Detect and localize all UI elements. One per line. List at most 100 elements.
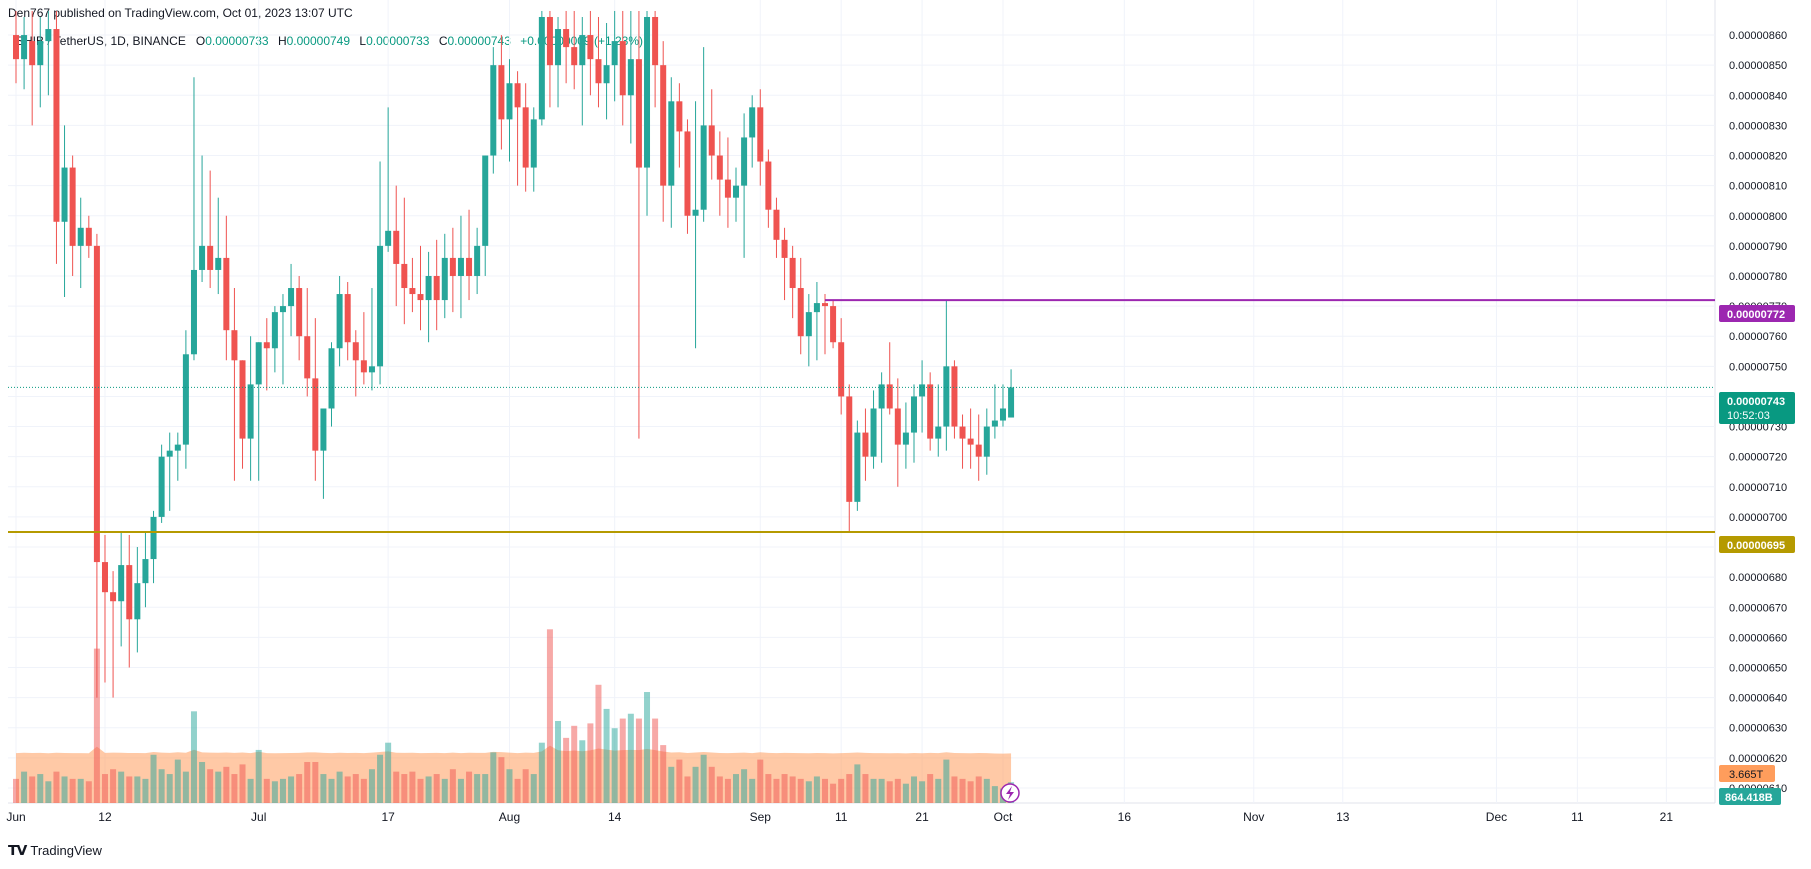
volume-bar [288, 776, 295, 803]
candle-body [587, 35, 594, 60]
volume-bar [368, 769, 375, 803]
volume-bar [830, 783, 837, 803]
volume-bar [919, 781, 926, 803]
date-tick-label: Nov [1243, 810, 1264, 824]
volume-bar [498, 757, 505, 803]
date-tick-label: Jun [6, 810, 25, 824]
candle [61, 125, 68, 298]
high-label: H [277, 34, 287, 48]
volume-bar [571, 725, 578, 803]
volume-bar [271, 781, 278, 803]
candle-body [474, 245, 481, 276]
tradingview-logo-icon: 𝗧𝗩 [8, 842, 27, 858]
candle [352, 330, 359, 397]
volume-ma-area [16, 745, 1012, 803]
candle [312, 318, 319, 481]
time-axis[interactable]: Jun 12 Jul 17 Aug 14 Sep 11 21 Oct 16 Nov 13 Dec 11 21 [6, 810, 1673, 824]
candle [797, 257, 804, 355]
publisher-line: Den767 published on TradingView.com, Oct… [8, 6, 353, 20]
date-tick-label: 21 [1660, 810, 1674, 824]
candle-body [781, 239, 788, 258]
candle [676, 83, 683, 168]
volume-bar [304, 761, 311, 803]
candle-body [813, 303, 820, 313]
candle-body [692, 209, 699, 216]
candle-body [118, 565, 125, 602]
candle-body [579, 35, 586, 66]
candle [700, 47, 707, 222]
volume-bar [85, 781, 92, 803]
candle [304, 288, 311, 397]
candle-body [93, 245, 100, 563]
volume-bar [239, 764, 246, 803]
candle [45, 10, 52, 96]
candle-body [619, 41, 626, 96]
candle-body [255, 342, 262, 385]
candle [53, 10, 60, 264]
volume-bar [482, 774, 489, 803]
candle [805, 294, 812, 367]
candle-body [741, 137, 748, 186]
candle [166, 432, 173, 511]
volume-bar [199, 761, 206, 803]
candle-body [368, 366, 375, 373]
candle [886, 342, 893, 415]
grid [8, 0, 1716, 804]
candle-body [61, 167, 68, 222]
volume-bar [522, 769, 529, 803]
date-tick-label: 21 [915, 810, 929, 824]
volume-bar [328, 778, 335, 803]
volume-bar [757, 759, 764, 803]
candle [409, 257, 416, 313]
candle [93, 233, 100, 698]
candle [134, 547, 141, 653]
volume-bar [417, 778, 424, 803]
candle-body [482, 155, 489, 246]
candle [360, 312, 367, 385]
volume-bar [385, 742, 392, 803]
candle [724, 137, 731, 228]
candle-body [749, 107, 756, 138]
volume-bar [174, 759, 181, 803]
volume-bar [45, 781, 52, 803]
volume-bar [231, 774, 238, 803]
candle [215, 197, 222, 295]
candle [951, 360, 958, 439]
candle-body [288, 288, 295, 307]
candle-body [1008, 387, 1015, 418]
candle-body [894, 408, 901, 445]
date-tick-label: Sep [750, 810, 772, 824]
candle-body [846, 396, 853, 502]
price-tick-label: 0.00000820 [1729, 151, 1787, 163]
candle-body [838, 342, 845, 397]
candle [749, 95, 756, 168]
candle-body [360, 360, 367, 373]
volume-bar [207, 769, 214, 803]
candle-body [822, 303, 828, 307]
price-tick-label: 0.00000730 [1729, 422, 1787, 434]
candle-body [466, 257, 473, 276]
volume-bar [433, 774, 440, 803]
volume-bar [393, 771, 400, 803]
candle-body [797, 288, 804, 337]
candle-body [449, 257, 456, 276]
date-tick-label: 11 [1571, 810, 1584, 824]
footer-brand[interactable]: 𝗧𝗩 TradingView [8, 842, 102, 859]
candle [579, 16, 586, 126]
volume-bar [991, 786, 998, 803]
lightning-icon[interactable] [1000, 783, 1020, 803]
candle [255, 342, 262, 481]
volume-bar [401, 774, 408, 803]
horizontal-levels [8, 299, 1715, 533]
candle [498, 35, 505, 150]
volume-bar [101, 774, 108, 803]
volume-bar [263, 778, 270, 803]
candle-body [110, 592, 117, 602]
candle-body [991, 420, 998, 427]
candle [482, 155, 489, 276]
candle [110, 571, 117, 698]
candle [207, 170, 214, 289]
candle [271, 306, 278, 373]
price-tick-label: 0.00000680 [1729, 572, 1787, 584]
